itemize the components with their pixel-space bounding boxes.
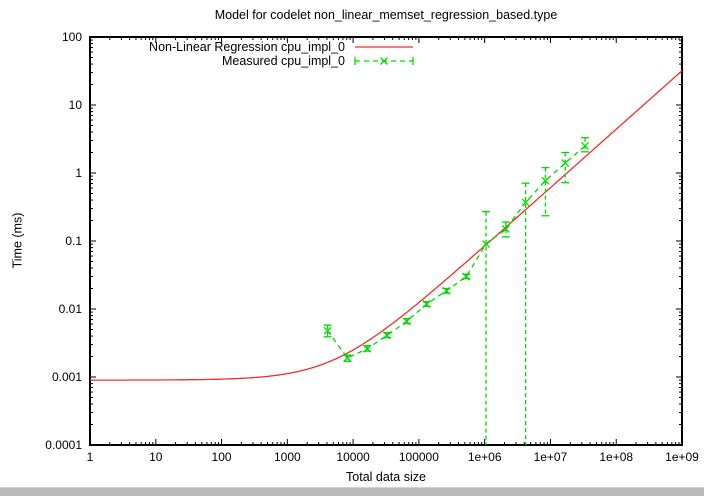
measured-point-marker: [541, 176, 550, 185]
measured-point-marker: [363, 344, 372, 353]
y-tick-label: 1: [75, 166, 82, 180]
x-tick-label: 100: [212, 450, 232, 464]
measured-point-marker: [561, 159, 570, 168]
bottom-gray-bar: [0, 487, 704, 496]
x-tick-label: 10: [149, 450, 163, 464]
measured-point-marker: [581, 141, 589, 150]
x-tick-label: 1e+07: [534, 450, 568, 464]
measured-point-marker: [343, 354, 352, 362]
x-tick-label: 100000: [399, 450, 439, 464]
y-tick-label: 0.0001: [45, 438, 82, 452]
x-tick-label: 10000: [336, 450, 370, 464]
legend-line-sample-measured: [354, 57, 414, 65]
measured-point-marker: [501, 225, 510, 233]
measured-series: [323, 137, 590, 445]
measured-point-marker: [323, 326, 332, 335]
measured-point-marker: [383, 331, 391, 340]
measured-point-marker: [422, 300, 431, 309]
measured-point-marker: [442, 286, 451, 295]
measured-point-marker: [462, 272, 471, 281]
legend-label-measured: Measured cpu_impl_0: [222, 54, 345, 68]
legend-entry-measured: Measured cpu_impl_0: [0, 54, 415, 68]
y-tick-label: 100: [62, 30, 82, 44]
measured-point-marker: [521, 198, 530, 207]
x-axis-label: Total data size: [346, 470, 426, 484]
y-tick-label: 0.01: [59, 302, 83, 316]
x-tick-label: 1e+09: [665, 450, 699, 464]
measured-line: [327, 145, 586, 359]
legend-line-sample-regression: [355, 46, 413, 48]
legend-label-regression: Non-Linear Regression cpu_impl_0: [149, 40, 345, 54]
x-tick-label: 1e+06: [468, 450, 502, 464]
y-tick-label: 10: [69, 98, 83, 112]
plot-border: [89, 36, 683, 446]
x-tick-label: 1: [87, 450, 94, 464]
chart-title: Model for codelet non_linear_memset_regr…: [214, 8, 558, 22]
regression-line: [90, 70, 683, 381]
measured-point-marker: [482, 240, 490, 249]
x-tick-label: 1000: [274, 450, 301, 464]
y-tick-label: 0.001: [52, 370, 82, 384]
x-tick-label: 1e+08: [599, 450, 633, 464]
legend-entry-regression: Non-Linear Regression cpu_impl_0: [0, 40, 415, 54]
y-tick-label: 0.1: [65, 234, 82, 248]
measured-point-marker: [402, 317, 411, 326]
